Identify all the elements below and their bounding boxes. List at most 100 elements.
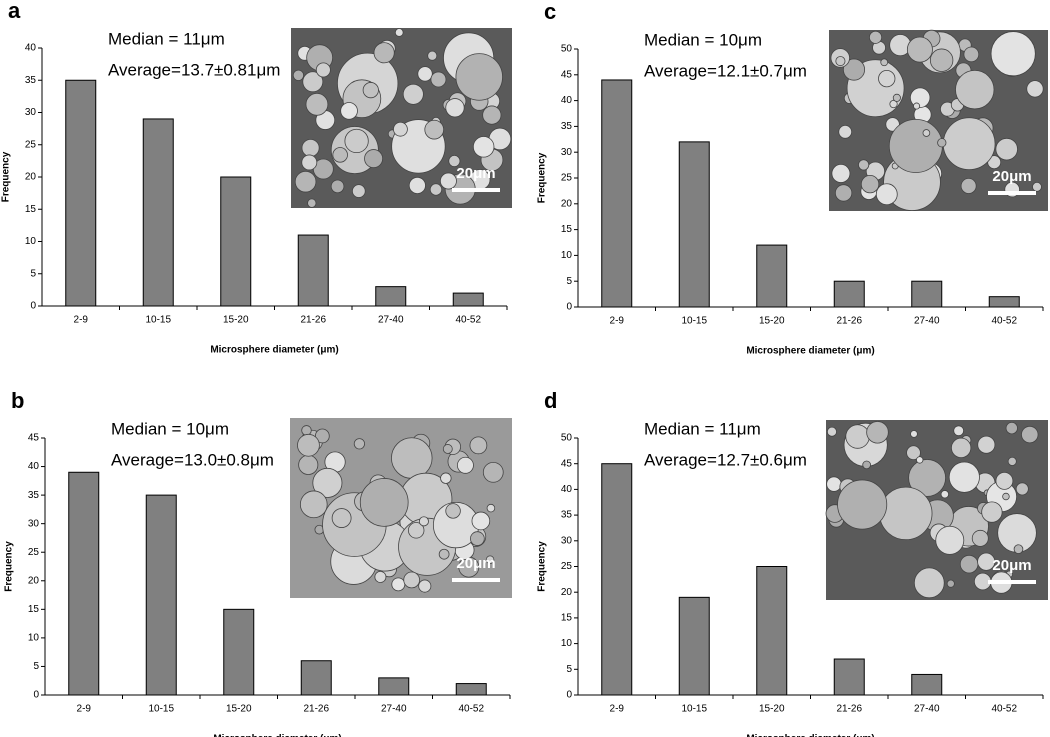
x-tick-label: 21-26 [836,316,862,327]
x-tick-label: 15-20 [223,315,249,326]
x-axis-label: Microsphere diameter (μm) [213,734,341,737]
y-tick-label: 20 [28,575,40,586]
bar [678,596,710,696]
y-axis-label: Frequency [4,541,15,592]
x-tick-label: 10-15 [148,704,174,715]
x-tick-label: 21-26 [303,704,329,715]
microsphere [910,430,918,438]
microsphere [826,426,837,437]
bar [65,79,97,307]
annotation: Median = 11μm [644,419,761,438]
microsphere [922,129,931,137]
microsphere [906,445,921,461]
microsphere [448,155,461,168]
microsphere [305,92,329,116]
bar [756,244,788,308]
y-tick-label: 0 [30,301,36,312]
microsphere [879,486,933,541]
microsphere [418,516,429,527]
microsphere [1021,425,1039,444]
y-tick-label: 5 [33,661,39,672]
microsphere [332,147,348,163]
panel-label: a [8,0,21,23]
microsphere [469,436,488,455]
microsphere [837,479,888,530]
microsphere [330,179,345,194]
microsphere [946,579,955,588]
y-axis-label: Frequency [1,151,12,202]
microsphere [835,56,846,67]
microsphere [959,554,979,574]
microsphere [948,461,980,493]
y-tick-label: 25 [561,173,573,184]
microsphere [297,433,320,457]
x-tick-label: 10-15 [681,316,707,327]
microsphere [340,102,358,120]
x-tick-label: 27-40 [378,315,404,326]
bar [68,471,100,696]
microsphere [878,69,896,88]
bar [223,608,255,696]
microsphere [430,71,447,88]
microsphere [456,456,474,474]
microsphere [942,117,996,171]
x-tick-label: 27-40 [914,704,940,715]
microsphere [906,36,933,63]
microsphere [482,461,504,483]
microsphere [301,425,312,436]
y-tick-label: 45 [28,433,40,444]
bar [601,463,633,696]
microsphere [888,118,943,173]
microsphere [963,46,980,63]
x-axis-label: Microsphere diameter (μm) [746,734,874,737]
microsphere [937,138,947,148]
y-tick-label: 10 [25,236,37,247]
microsphere [374,570,387,583]
y-tick-label: 0 [566,302,572,313]
x-tick-label: 21-26 [836,704,862,715]
y-tick-label: 15 [25,204,37,215]
y-tick-label: 40 [561,95,573,106]
annotation: Median = 11μm [108,29,225,48]
y-tick-label: 50 [561,433,573,444]
scale-label: 20μm [992,168,1031,185]
microsphere [440,472,452,484]
y-axis-label: Frequency [537,152,548,203]
y-tick-label: 45 [561,458,573,469]
annotation: Median = 10μm [111,419,229,438]
microsphere [470,531,485,546]
microsphere [344,128,369,154]
x-tick-label: 27-40 [914,316,940,327]
bar [911,280,943,308]
microsphere [913,102,921,110]
microsphere [960,178,977,194]
microsphere [862,460,871,470]
microsphere [292,69,305,81]
y-tick-label: 35 [561,121,573,132]
bar [375,286,407,307]
microsphere [1007,456,1017,466]
microsphere [955,70,995,110]
microsphere [427,50,438,61]
x-tick-label: 40-52 [991,704,1017,715]
microsphere [869,30,883,44]
y-tick-label: 15 [28,604,40,615]
y-tick-label: 30 [25,107,37,118]
microsphere [842,58,866,81]
microsphere [445,98,465,118]
microsphere [880,58,889,67]
microsphere [299,490,328,519]
panel-label: d [544,388,557,413]
microsphere [418,579,432,593]
y-tick-label: 20 [25,172,37,183]
x-tick-label: 15-20 [226,704,252,715]
y-tick-label: 15 [561,613,573,624]
microsphere [892,93,901,102]
microsphere [429,183,443,196]
y-tick-label: 15 [561,224,573,235]
y-tick-label: 5 [566,276,572,287]
microsphere [831,164,851,183]
microsphere [408,176,426,194]
microsphere [472,136,495,158]
x-tick-label: 40-52 [455,315,481,326]
